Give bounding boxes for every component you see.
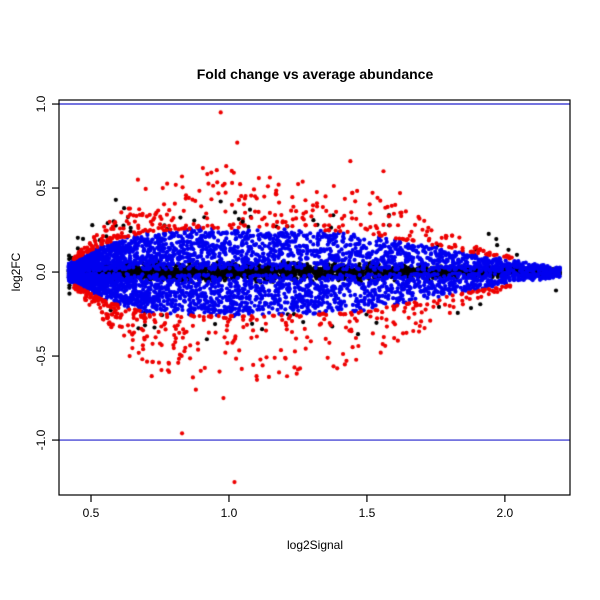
plot-box	[58, 99, 571, 496]
x-tick-label: 1.5	[358, 506, 376, 520]
y-tick-label: -1.0	[34, 429, 48, 451]
y-axis-label: log2FC	[9, 252, 23, 292]
chart-title: Fold change vs average abundance	[196, 66, 434, 82]
x-axis-label: log2Signal	[286, 538, 344, 552]
y-tick-label: 0.5	[34, 179, 48, 197]
x-tick-label: 2.0	[496, 506, 514, 520]
y-tick-label: 1.0	[34, 95, 48, 113]
y-tick-label: 0.0	[34, 263, 48, 281]
x-tick-label: 0.5	[82, 506, 100, 520]
y-tick-label: -0.5	[34, 345, 48, 367]
x-tick-label: 1.0	[220, 506, 238, 520]
